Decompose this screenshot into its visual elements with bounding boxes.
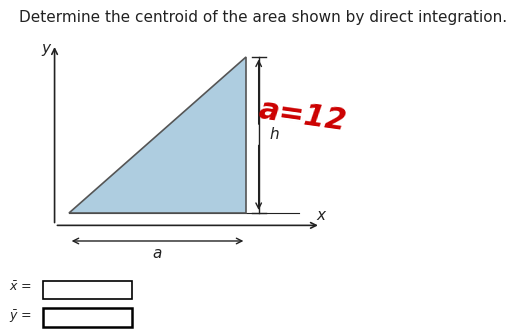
- Text: x: x: [316, 208, 325, 223]
- FancyBboxPatch shape: [43, 282, 132, 299]
- Text: a=12: a=12: [257, 96, 349, 136]
- Polygon shape: [69, 57, 246, 213]
- Text: a: a: [153, 246, 162, 261]
- Text: $\bar{y}$ =: $\bar{y}$ =: [9, 309, 33, 325]
- Text: h: h: [269, 127, 279, 142]
- Text: $\bar{x}$ =: $\bar{x}$ =: [9, 281, 33, 294]
- Text: Determine the centroid of the area shown by direct integration.: Determine the centroid of the area shown…: [19, 10, 507, 25]
- Text: y: y: [41, 41, 50, 56]
- FancyBboxPatch shape: [43, 308, 132, 327]
